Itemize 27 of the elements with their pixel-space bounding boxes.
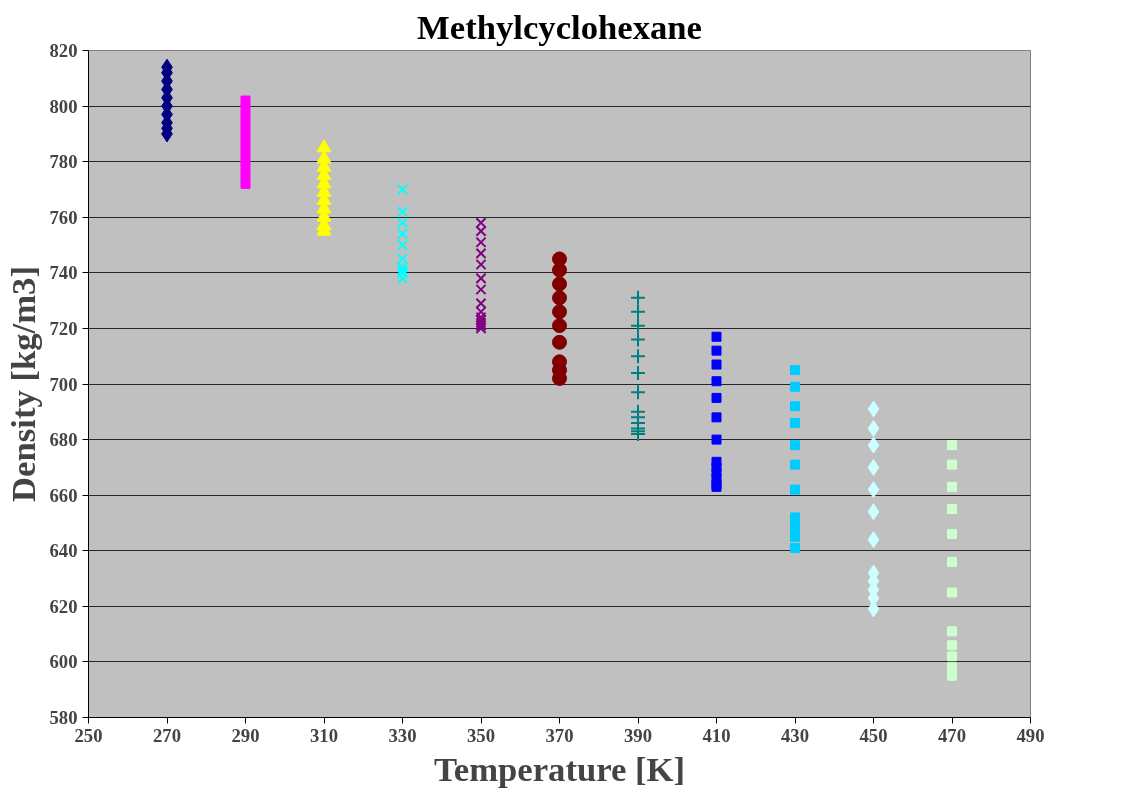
x-axis-title: Temperature [K] [433, 749, 686, 788]
x-tick-label: 330 [388, 724, 417, 746]
y-tick-label: 600 [49, 651, 78, 673]
x-tick-label: 450 [859, 724, 888, 746]
y-tick-label: 620 [49, 595, 78, 617]
y-tick-label: 820 [49, 40, 78, 61]
y-tick-label: 780 [49, 151, 78, 173]
y-tick-label: 640 [49, 540, 78, 562]
y-tick-label: 740 [49, 262, 78, 284]
chart-title: Methylcyclohexane [417, 7, 702, 46]
x-tick-label: 490 [1016, 724, 1045, 746]
y-axis-title: Density [kg/m3] [3, 266, 42, 502]
x-tick-label: 430 [781, 724, 809, 746]
x-tick-label: 350 [467, 724, 495, 746]
y-tick-label: 720 [49, 317, 78, 339]
x-tick-label: 290 [231, 724, 260, 746]
x-tick-label: 310 [310, 724, 338, 746]
y-tick-label: 700 [49, 373, 78, 395]
x-tick-label: 390 [624, 724, 652, 746]
x-tick-label: 410 [702, 724, 731, 746]
y-tick-label: 660 [49, 484, 78, 506]
y-tick-label: 800 [49, 95, 78, 117]
x-tick-label: 370 [545, 724, 574, 746]
y-tick-label: 680 [49, 429, 78, 451]
y-tick-label: 760 [49, 206, 78, 228]
x-tick-label: 470 [938, 724, 966, 746]
x-tick-label: 270 [153, 724, 181, 746]
